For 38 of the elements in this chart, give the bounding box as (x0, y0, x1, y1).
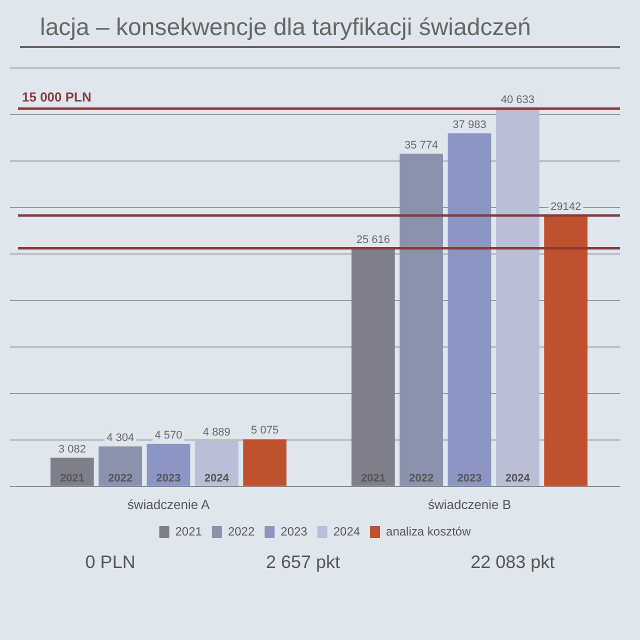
ref-line-label: 15 000 PLN (22, 90, 92, 105)
text: 22 083 pkt (470, 552, 555, 573)
text: 2024 (204, 472, 229, 484)
bar (352, 248, 395, 486)
data-label: 25 616 (356, 234, 390, 246)
text: 2023 (156, 472, 181, 484)
data-label: 5 075 (251, 424, 279, 437)
text: 2022 (409, 472, 434, 484)
legend-label: 2021 (175, 524, 202, 538)
bar (448, 133, 492, 486)
data-label: 37 983 (452, 118, 486, 131)
bar (98, 446, 142, 486)
data-label: 4 304 (106, 432, 134, 444)
legend-label: 2024 (333, 524, 360, 538)
data-label: 35 774 (404, 139, 438, 152)
bar (194, 440, 238, 486)
text: 2022 (108, 472, 133, 484)
legend-label: 2023 (280, 524, 308, 538)
x-tick-label: świadczenie A (127, 496, 210, 512)
text: 2 657 pkt (266, 552, 340, 573)
bar (50, 458, 94, 486)
bar (243, 439, 286, 486)
x-tick-label: świadczenie B (428, 496, 512, 512)
data-label: 40 633 (500, 94, 534, 106)
text: 2023 (457, 472, 482, 484)
legend-label: analiza kosztów (386, 524, 472, 538)
data-label: 3 082 (58, 443, 86, 456)
text: 2024 (505, 472, 530, 484)
data-label: 29142 (550, 200, 582, 213)
bar (496, 108, 540, 486)
text: 0 PLN (85, 552, 136, 573)
legend-label: 2022 (228, 524, 255, 538)
bar (544, 215, 588, 486)
bar (146, 444, 190, 486)
bar (400, 154, 444, 486)
data-label: 4 889 (202, 426, 230, 438)
data-label: 4 570 (154, 429, 182, 442)
chart-title: lacja – konsekwencje dla taryfikacji świadczeń (20, 0, 620, 48)
